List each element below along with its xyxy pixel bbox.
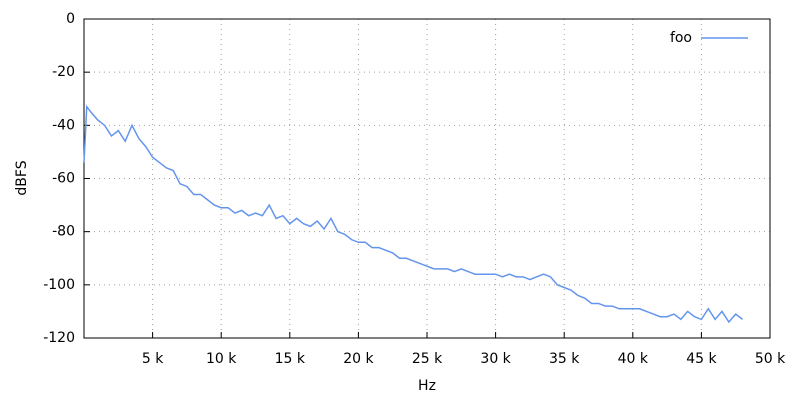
y-axis-label: dBFS (14, 160, 30, 195)
x-tick-label: 10 k (206, 351, 237, 367)
x-tick-label: 35 k (549, 351, 580, 367)
x-tick-label: 15 k (275, 351, 306, 367)
y-tick-label: -80 (52, 224, 75, 240)
y-tick-label: 0 (66, 11, 75, 27)
series-line (83, 104, 744, 324)
y-tick-label: -40 (52, 117, 75, 133)
plot-frame (83, 18, 771, 339)
y-tick-label: -60 (52, 171, 75, 187)
y-tick-label: -120 (43, 330, 75, 346)
x-tick-label: 20 k (343, 351, 374, 367)
x-axis-label: Hz (418, 378, 436, 394)
y-tick-label: -20 (52, 64, 75, 80)
x-tick-label: 30 k (480, 351, 511, 367)
x-tick-label: 5 k (142, 351, 164, 367)
y-tick-label: -100 (43, 277, 75, 293)
x-tick-label: 45 k (686, 351, 717, 367)
x-tick-label: 40 k (618, 351, 649, 367)
x-tick-label: 25 k (412, 351, 443, 367)
x-tick-label: 50 k (755, 351, 786, 367)
legend-label: foo (670, 30, 692, 46)
